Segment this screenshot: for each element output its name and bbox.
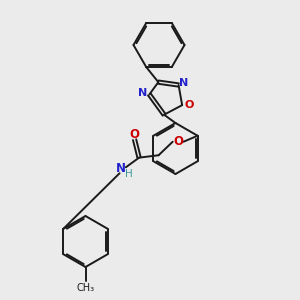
Text: N: N <box>116 162 125 175</box>
Text: O: O <box>184 100 194 110</box>
Text: O: O <box>129 128 139 141</box>
Text: N: N <box>138 88 147 98</box>
Text: CH₃: CH₃ <box>76 283 94 293</box>
Text: H: H <box>125 169 133 179</box>
Text: O: O <box>173 135 183 148</box>
Text: N: N <box>179 78 189 88</box>
